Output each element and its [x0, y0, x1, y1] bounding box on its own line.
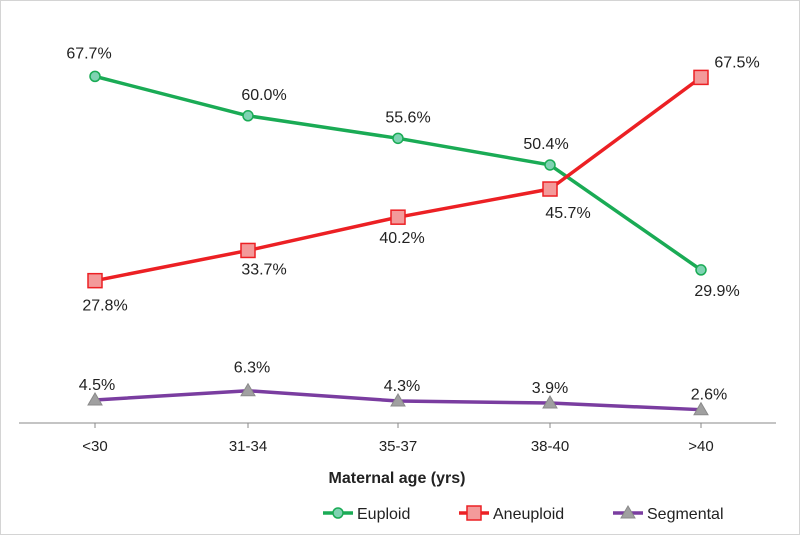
- aneuploid-point: [542, 181, 558, 197]
- aneuploid-data-label: 67.5%: [714, 54, 759, 71]
- legend-label: Euploid: [357, 506, 410, 523]
- x-axis: <30 31-34 35-37 38-40 >40: [19, 422, 776, 455]
- legend-label: Segmental: [647, 506, 724, 523]
- segmental-point: [87, 391, 103, 406]
- legend-label: Aneuploid: [493, 506, 564, 523]
- legend-item-segmental: Segmental: [613, 505, 724, 523]
- aneuploid-point: [87, 272, 103, 289]
- euploid-point: [89, 70, 101, 83]
- series-layer: [87, 69, 709, 416]
- aneuploid-point: [390, 209, 406, 225]
- aneuploid-data-label: 27.8%: [82, 298, 127, 315]
- euploid-data-label: 55.6%: [385, 109, 430, 126]
- legend-marker: [332, 507, 344, 519]
- segmental-point: [390, 392, 406, 407]
- segmental-data-label: 4.5%: [79, 377, 115, 394]
- segmental-point: [240, 382, 256, 397]
- x-tick-label: <30: [82, 438, 107, 455]
- x-tick-label: 38-40: [531, 438, 569, 455]
- legend-marker: [466, 505, 482, 521]
- euploid-data-label: 29.9%: [694, 283, 739, 300]
- legend-item-euploid: Euploid: [323, 506, 410, 523]
- segmental-point: [693, 401, 709, 416]
- segmental-data-label: 6.3%: [234, 360, 270, 377]
- euploid-data-label: 67.7%: [66, 45, 111, 62]
- data-labels: 67.7% 60.0% 55.6% 50.4% 29.9% 27.8% 33.7% 40.2%…: [66, 45, 759, 403]
- euploid-series: [89, 70, 707, 276]
- euploid-data-label: 60.0%: [241, 87, 286, 104]
- aneuploid-point: [693, 69, 709, 86]
- aneuploid-data-label: 33.7%: [241, 261, 286, 278]
- aneuploid-point: [240, 242, 256, 259]
- aneuploid-series: [87, 69, 709, 289]
- legend: Euploid Aneuploid Segmental: [323, 505, 724, 523]
- euploid-point: [242, 110, 254, 122]
- aneuploid-line: [94, 75, 703, 283]
- x-axis-title: Maternal age (yrs): [329, 470, 466, 487]
- legend-item-aneuploid: Aneuploid: [459, 505, 564, 523]
- euploid-point: [544, 159, 556, 171]
- euploid-point: [695, 264, 707, 276]
- legend-marker: [620, 505, 636, 519]
- segmental-data-label: 3.9%: [532, 380, 568, 397]
- aneuploid-data-label: 40.2%: [379, 230, 424, 247]
- x-tick-label: 35-37: [379, 438, 417, 455]
- segmental-data-label: 4.3%: [384, 378, 420, 395]
- euploid-data-label: 50.4%: [523, 136, 568, 153]
- segmental-point: [542, 395, 558, 409]
- euploid-point: [392, 132, 404, 145]
- x-tick-label: 31-34: [229, 438, 267, 455]
- aneuploid-data-label: 45.7%: [545, 205, 590, 222]
- segmental-data-label: 2.6%: [691, 387, 727, 404]
- segmental-series: [87, 382, 709, 416]
- x-tick-label: >40: [688, 438, 713, 455]
